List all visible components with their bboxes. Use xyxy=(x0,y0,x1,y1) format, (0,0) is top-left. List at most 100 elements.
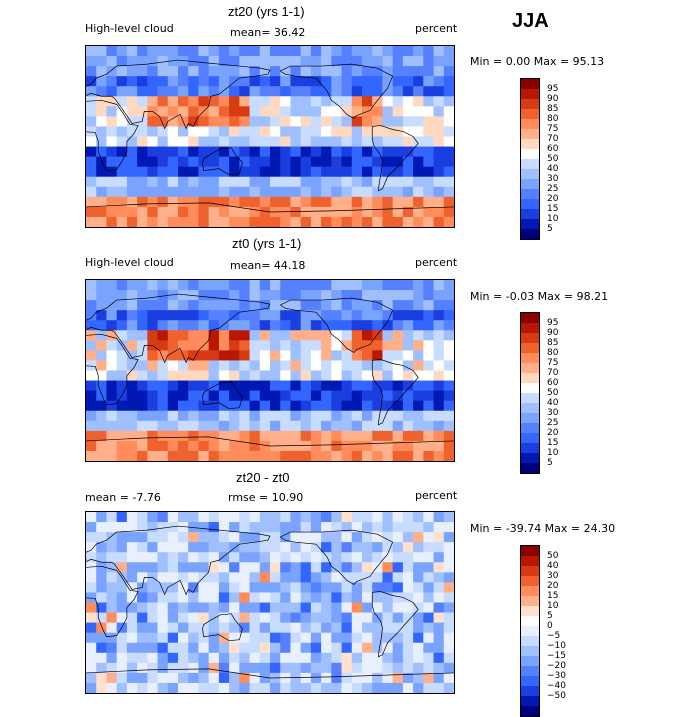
colorbar-swatch xyxy=(521,159,539,169)
field-cell xyxy=(290,206,302,218)
field-cell xyxy=(188,542,199,553)
field-cell xyxy=(147,186,159,198)
field-cell xyxy=(86,216,97,227)
field-cell xyxy=(137,532,148,543)
field-cell xyxy=(126,400,138,412)
field-cell xyxy=(372,400,383,412)
field-cell xyxy=(341,206,353,218)
field-cell xyxy=(116,410,128,422)
field-cell xyxy=(300,86,312,97)
field-cell xyxy=(413,602,424,614)
field-cell xyxy=(382,136,394,148)
field-cell xyxy=(229,116,240,127)
field-cell xyxy=(96,370,107,382)
field-cell xyxy=(382,602,394,614)
field-cell xyxy=(341,642,353,654)
field-cell xyxy=(157,532,169,543)
field-cell xyxy=(167,612,179,624)
field-cell xyxy=(137,642,148,654)
field-cell xyxy=(208,612,220,624)
field-cell xyxy=(270,360,281,371)
field-cell xyxy=(198,330,210,341)
field-cell xyxy=(259,340,271,351)
field-cell xyxy=(443,672,454,684)
field-cell xyxy=(188,592,199,603)
field-cell xyxy=(270,682,281,693)
field-cell xyxy=(137,450,148,461)
field-cell xyxy=(198,126,210,137)
field-cell xyxy=(331,290,343,301)
field-cell xyxy=(96,320,107,331)
field-cell xyxy=(229,652,240,664)
field-cell xyxy=(362,420,373,432)
field-cell xyxy=(249,196,261,208)
field-cell xyxy=(116,56,128,67)
field-cell xyxy=(249,350,261,361)
field-cell xyxy=(443,176,454,188)
field-cell xyxy=(208,206,220,218)
field-cell xyxy=(413,440,424,452)
field-cell xyxy=(300,146,312,158)
field-cell xyxy=(218,320,230,331)
field-cell xyxy=(218,652,230,664)
field-cell xyxy=(351,156,363,168)
field-cell xyxy=(218,340,230,351)
field-cell xyxy=(157,176,169,188)
field-cell xyxy=(188,440,199,452)
colorbar-label: 5 xyxy=(547,458,553,468)
field-cell xyxy=(402,350,414,361)
field-cell xyxy=(290,320,302,331)
field-cell xyxy=(351,116,363,127)
field-cell xyxy=(218,572,230,583)
field-cell xyxy=(249,290,261,301)
field-cell xyxy=(157,672,169,684)
field-cell xyxy=(310,360,322,371)
field-cell xyxy=(126,410,138,422)
field-cell xyxy=(270,136,281,148)
field-cell xyxy=(300,410,312,422)
field-cell xyxy=(229,76,240,87)
season-label: JJA xyxy=(512,10,549,32)
colorbar-label: 40 xyxy=(547,398,559,408)
field-cell xyxy=(362,96,373,107)
field-cell xyxy=(167,430,179,442)
field-cell xyxy=(208,672,220,684)
field-cell xyxy=(249,430,261,442)
field-cell xyxy=(341,310,353,321)
field-cell xyxy=(310,632,322,644)
field-cell xyxy=(86,552,97,563)
field-cell xyxy=(167,350,179,361)
field-cell xyxy=(106,290,118,301)
field-cell xyxy=(382,370,394,382)
field-cell xyxy=(116,66,128,77)
field-cell xyxy=(341,632,353,644)
field-cell xyxy=(188,186,199,198)
field-cell xyxy=(372,290,383,301)
field-cell xyxy=(106,652,118,664)
field-cell xyxy=(147,370,159,382)
field-cell xyxy=(341,592,353,603)
field-cell xyxy=(106,330,118,341)
field-cell xyxy=(96,66,107,77)
field-cell xyxy=(249,280,261,291)
field-cell xyxy=(147,592,159,603)
field-cell xyxy=(290,310,302,321)
field-cell xyxy=(198,136,210,148)
field-cell xyxy=(382,642,394,654)
field-cell xyxy=(218,66,230,77)
field-cell xyxy=(249,46,261,57)
field-cell xyxy=(362,562,373,573)
field-cell xyxy=(433,206,445,218)
field-cell xyxy=(413,196,424,208)
field-cell xyxy=(382,320,394,331)
field-cell xyxy=(229,46,240,57)
field-cell xyxy=(167,642,179,654)
field-cell xyxy=(259,632,271,644)
field-cell xyxy=(280,410,291,422)
field-cell xyxy=(218,106,230,117)
field-cell xyxy=(167,440,179,452)
field-cell xyxy=(310,186,322,198)
field-cell xyxy=(351,652,363,664)
panel-1-minmax: Min = 0.00 Max = 95.13 xyxy=(470,55,605,68)
field-cell xyxy=(372,430,383,442)
